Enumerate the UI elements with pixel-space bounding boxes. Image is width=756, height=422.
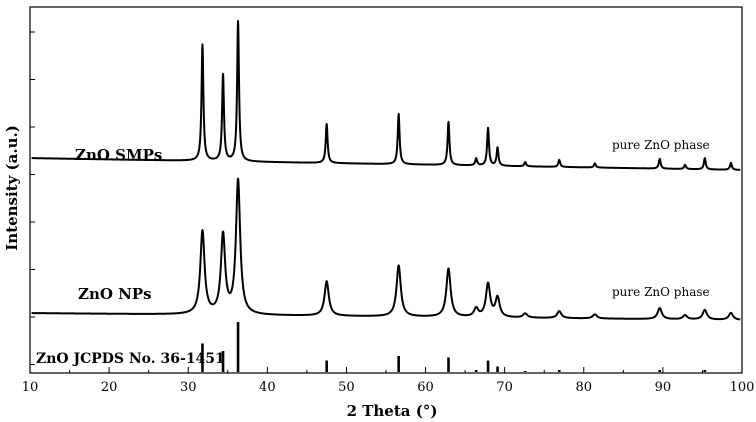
x-tick-label-80: 80: [576, 380, 593, 395]
x-tick-label-90: 90: [655, 380, 672, 395]
y-axis-label: Intensity (a.u.): [3, 125, 21, 251]
x-tick-label-10: 10: [22, 380, 39, 395]
x-tick-label-40: 40: [259, 380, 276, 395]
series-label-smps: ZnO SMPs: [75, 146, 162, 164]
annotation-nps: pure ZnO phase: [612, 285, 710, 299]
series-1: [30, 177, 742, 321]
x-tick-label-20: 20: [101, 380, 118, 395]
series-0: [30, 19, 742, 171]
series-label-jcpds: ZnO JCPDS No. 36-1451: [36, 351, 225, 367]
annotation-smps: pure ZnO phase: [612, 138, 710, 152]
series-2: [201, 322, 707, 372]
x-tick-label-50: 50: [338, 380, 355, 395]
series-layer: [30, 19, 742, 372]
x-tick-label-30: 30: [180, 380, 197, 395]
x-tick-label-70: 70: [496, 380, 513, 395]
ticks-layer: 10 20 30 40 50 60 70 80 90 100: [22, 31, 755, 395]
pattern-line: [30, 19, 742, 171]
x-tick-label-100: 100: [730, 380, 755, 395]
series-label-nps: ZnO NPs: [78, 285, 152, 303]
x-axis-label: 2 Theta (°): [347, 402, 438, 420]
pattern-line: [30, 177, 742, 321]
x-tick-label-60: 60: [417, 380, 434, 395]
